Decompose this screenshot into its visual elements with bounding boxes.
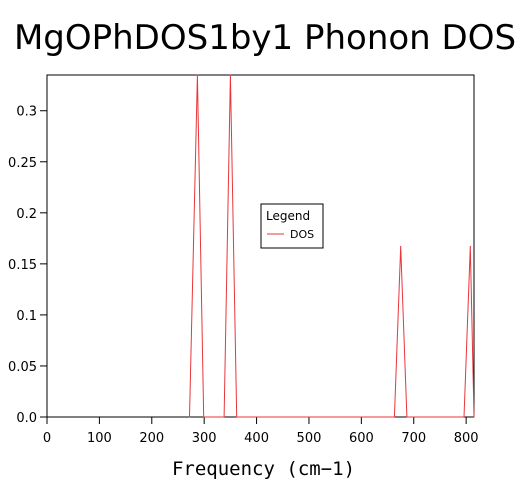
data-point (229, 74, 231, 76)
y-tick-label: 0.0 (16, 411, 37, 426)
data-point (236, 416, 238, 418)
x-axis-label: Frequency (cm−1) (172, 458, 355, 480)
x-tick-label: 400 (244, 431, 269, 446)
data-point (469, 245, 471, 248)
data-point (463, 416, 465, 418)
x-tick-label: 700 (401, 431, 426, 446)
series-line-dos (189, 74, 475, 418)
data-point (188, 416, 191, 418)
data-point (406, 416, 408, 418)
y-tick-label: 0.3 (16, 105, 37, 120)
data-point (473, 416, 475, 418)
x-tick-label: 600 (349, 431, 374, 446)
x-tick-label: 200 (139, 431, 164, 446)
data-point (203, 416, 205, 418)
x-tick-label: 800 (454, 431, 479, 446)
legend-title: Legend (266, 209, 310, 223)
legend-box (260, 203, 324, 249)
y-tick-label: 0.25 (8, 156, 37, 171)
chart-title: MgOPhDOS1by1 Phonon DOS (13, 18, 517, 58)
y-tick-label: 0.05 (8, 360, 37, 375)
data-point (223, 416, 225, 418)
data-point (393, 416, 395, 418)
legend-label: DOS (290, 228, 314, 241)
x-tick-label: 100 (87, 431, 112, 446)
data-point (400, 245, 402, 248)
x-tick-label: 0 (43, 431, 51, 446)
x-tick-label: 500 (297, 431, 322, 446)
y-tick-label: 0.1 (16, 309, 37, 324)
x-tick-label: 300 (192, 431, 217, 446)
data-point (196, 74, 198, 76)
y-tick-label: 0.15 (8, 258, 37, 273)
y-tick-label: 0.2 (16, 207, 37, 222)
